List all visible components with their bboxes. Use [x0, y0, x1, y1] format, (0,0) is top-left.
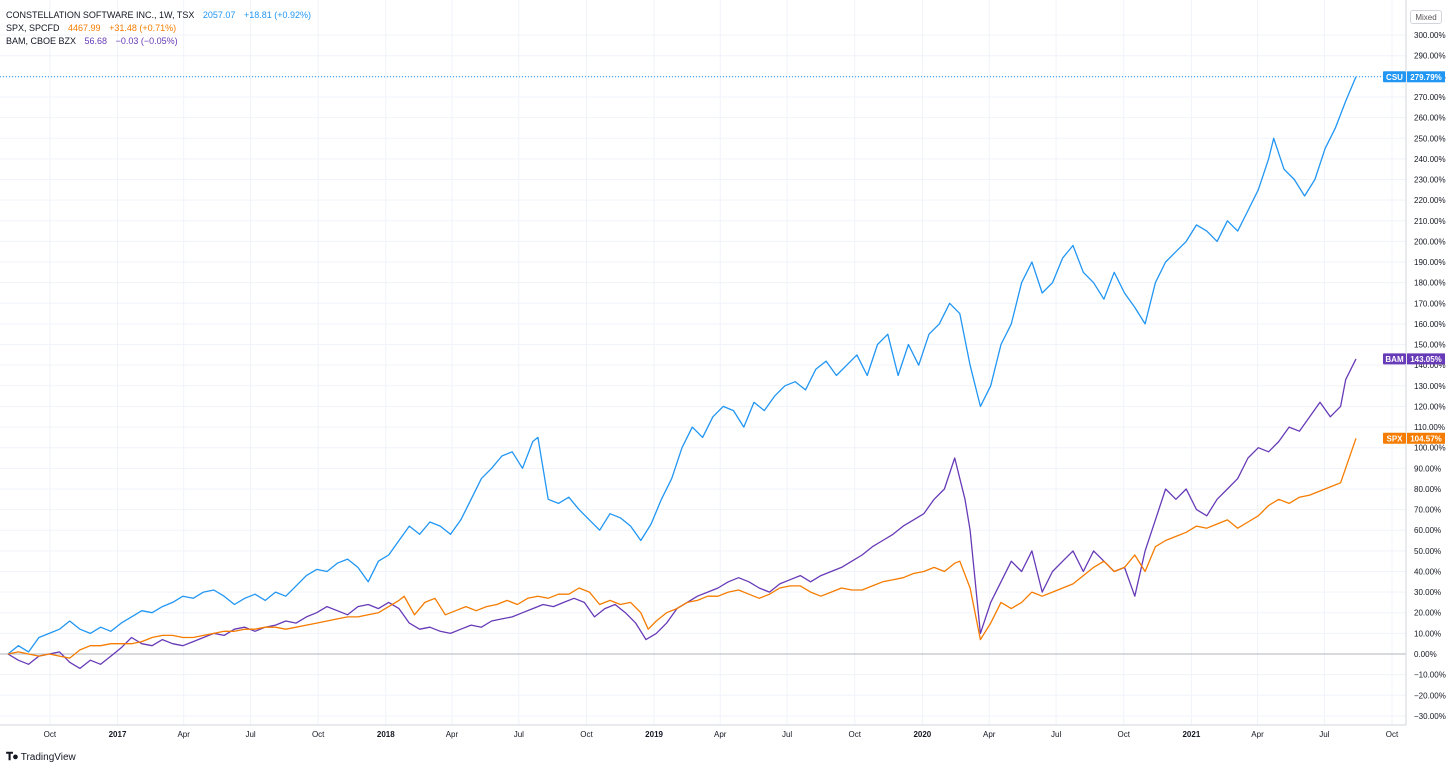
badge-value: 143.05% — [1410, 355, 1442, 364]
tradingview-logo[interactable]: 𝐓● TradingView — [6, 751, 76, 764]
branding-text: TradingView — [20, 752, 76, 763]
y-tick-label: 120.00% — [1414, 402, 1446, 411]
legend-row-csu[interactable]: CONSTELLATION SOFTWARE INC., 1W, TSX 205… — [6, 9, 311, 22]
badge-name-bg — [1383, 71, 1406, 83]
y-tick-label: 270.00% — [1414, 93, 1446, 102]
x-tick-label: Jul — [782, 730, 792, 739]
legend-change: +31.48 (+0.71%) — [109, 23, 177, 33]
legend-symbol: CONSTELLATION SOFTWARE INC., 1W, TSX — [6, 10, 195, 20]
badge-value: 104.57% — [1410, 434, 1442, 443]
x-tick-label: Apr — [983, 730, 996, 739]
vertical-gridlines — [49, 0, 1393, 725]
y-tick-label: 200.00% — [1414, 237, 1446, 246]
y-tick-label: 130.00% — [1414, 382, 1446, 391]
legend-value: 56.68 — [84, 36, 108, 46]
x-tick-label: 2021 — [1182, 730, 1200, 739]
series-legend: CONSTELLATION SOFTWARE INC., 1W, TSX 205… — [6, 9, 311, 48]
x-tick-label: Jul — [514, 730, 524, 739]
horizontal-gridlines — [0, 34, 1406, 717]
y-tick-label: 300.00% — [1414, 31, 1446, 40]
y-tick-label: 80.00% — [1414, 485, 1441, 494]
y-tick-label: −10.00% — [1414, 671, 1446, 680]
badge-value-bg — [1407, 432, 1445, 444]
legend-row-bam[interactable]: BAM, CBOE BZX 56.68 −0.03 (−0.05%) — [6, 35, 311, 48]
badge-csu: CSU 279.79% — [1383, 71, 1445, 83]
y-tick-label: 0.00% — [1414, 650, 1437, 659]
x-tick-label: Jul — [1051, 730, 1061, 739]
badge-spx: SPX 104.57% — [1383, 432, 1445, 444]
x-tick-label: 2017 — [109, 730, 127, 739]
x-tick-label: Oct — [44, 730, 57, 739]
x-tick-label: 2020 — [913, 730, 931, 739]
x-tick-label: Oct — [312, 730, 325, 739]
legend-symbol: SPX, SPCFD — [6, 23, 60, 33]
x-tick-label: Oct — [1118, 730, 1131, 739]
badge-bam: BAM 143.05% — [1383, 353, 1445, 365]
x-tick-label: Apr — [1251, 730, 1264, 739]
y-tick-label: 190.00% — [1414, 258, 1446, 267]
y-tick-label: 180.00% — [1414, 279, 1446, 288]
badge-name: CSU — [1386, 73, 1403, 82]
x-tick-label: Oct — [1386, 730, 1399, 739]
x-tick-label: Apr — [177, 730, 190, 739]
y-tick-label: 210.00% — [1414, 217, 1446, 226]
last-value-badges: CSU 279.79% BAM 143.05% SPX 104.57% — [1383, 71, 1445, 444]
legend-value: 2057.07 — [202, 10, 236, 20]
y-tick-label: −30.00% — [1414, 712, 1446, 721]
legend-row-spx[interactable]: SPX, SPCFD 4467.99 +31.48 (+0.71%) — [6, 22, 311, 35]
series-line-csu — [7, 76, 1357, 655]
y-tick-label: 290.00% — [1414, 52, 1446, 61]
series-lines — [7, 76, 1357, 670]
badge-value-bg — [1407, 71, 1445, 83]
x-axis[interactable]: Oct 2017 Apr Jul Oct 2018 Apr Jul Oct 2019 Apr Jul O… — [0, 724, 1406, 739]
badge-name-bg — [1383, 353, 1406, 365]
scale-mode-button[interactable]: Mixed — [1410, 10, 1442, 24]
y-tick-label: 170.00% — [1414, 299, 1446, 308]
y-tick-label: 50.00% — [1414, 547, 1441, 556]
badge-value-bg — [1407, 353, 1445, 365]
y-tick-label: 260.00% — [1414, 114, 1446, 123]
y-tick-label: 70.00% — [1414, 506, 1441, 515]
legend-symbol: BAM, CBOE BZX — [6, 36, 77, 46]
y-tick-label: 110.00% — [1414, 423, 1445, 432]
y-tick-label: 60.00% — [1414, 526, 1441, 535]
legend-value: 4467.99 — [68, 23, 101, 33]
y-tick-label: 250.00% — [1414, 134, 1446, 143]
x-tick-label: 2018 — [377, 730, 395, 739]
series-line-bam — [7, 358, 1357, 670]
tradingview-icon: 𝐓● — [6, 751, 19, 763]
legend-change: +18.81 (+0.92%) — [243, 10, 311, 20]
y-tick-label: 140.00% — [1414, 361, 1446, 370]
y-tick-label: 150.00% — [1414, 341, 1446, 350]
x-tick-label: Jul — [245, 730, 255, 739]
x-tick-label: Apr — [446, 730, 459, 739]
series-line-spx — [7, 438, 1357, 659]
y-tick-label: 100.00% — [1414, 444, 1446, 453]
y-tick-label: −20.00% — [1414, 691, 1446, 700]
legend-change: −0.03 (−0.05%) — [115, 36, 178, 46]
y-tick-label: 30.00% — [1414, 588, 1441, 597]
y-tick-label: 90.00% — [1414, 464, 1441, 473]
x-tick-label: Apr — [714, 730, 727, 739]
y-tick-label: 20.00% — [1414, 609, 1441, 618]
x-tick-label: Oct — [849, 730, 862, 739]
y-tick-label: 220.00% — [1414, 196, 1446, 205]
badge-name: SPX — [1386, 434, 1403, 443]
x-tick-label: Oct — [580, 730, 593, 739]
x-tick-label: Jul — [1319, 730, 1329, 739]
badge-value: 279.79% — [1410, 73, 1442, 82]
y-tick-label: 160.00% — [1414, 320, 1446, 329]
y-tick-label: 240.00% — [1414, 155, 1446, 164]
badge-name-bg — [1383, 432, 1406, 444]
x-tick-label: 2019 — [645, 730, 663, 739]
y-tick-label: 230.00% — [1414, 176, 1446, 185]
y-tick-label: 40.00% — [1414, 567, 1441, 576]
badge-name: BAM — [1385, 355, 1404, 364]
y-tick-label: 10.00% — [1414, 629, 1441, 638]
